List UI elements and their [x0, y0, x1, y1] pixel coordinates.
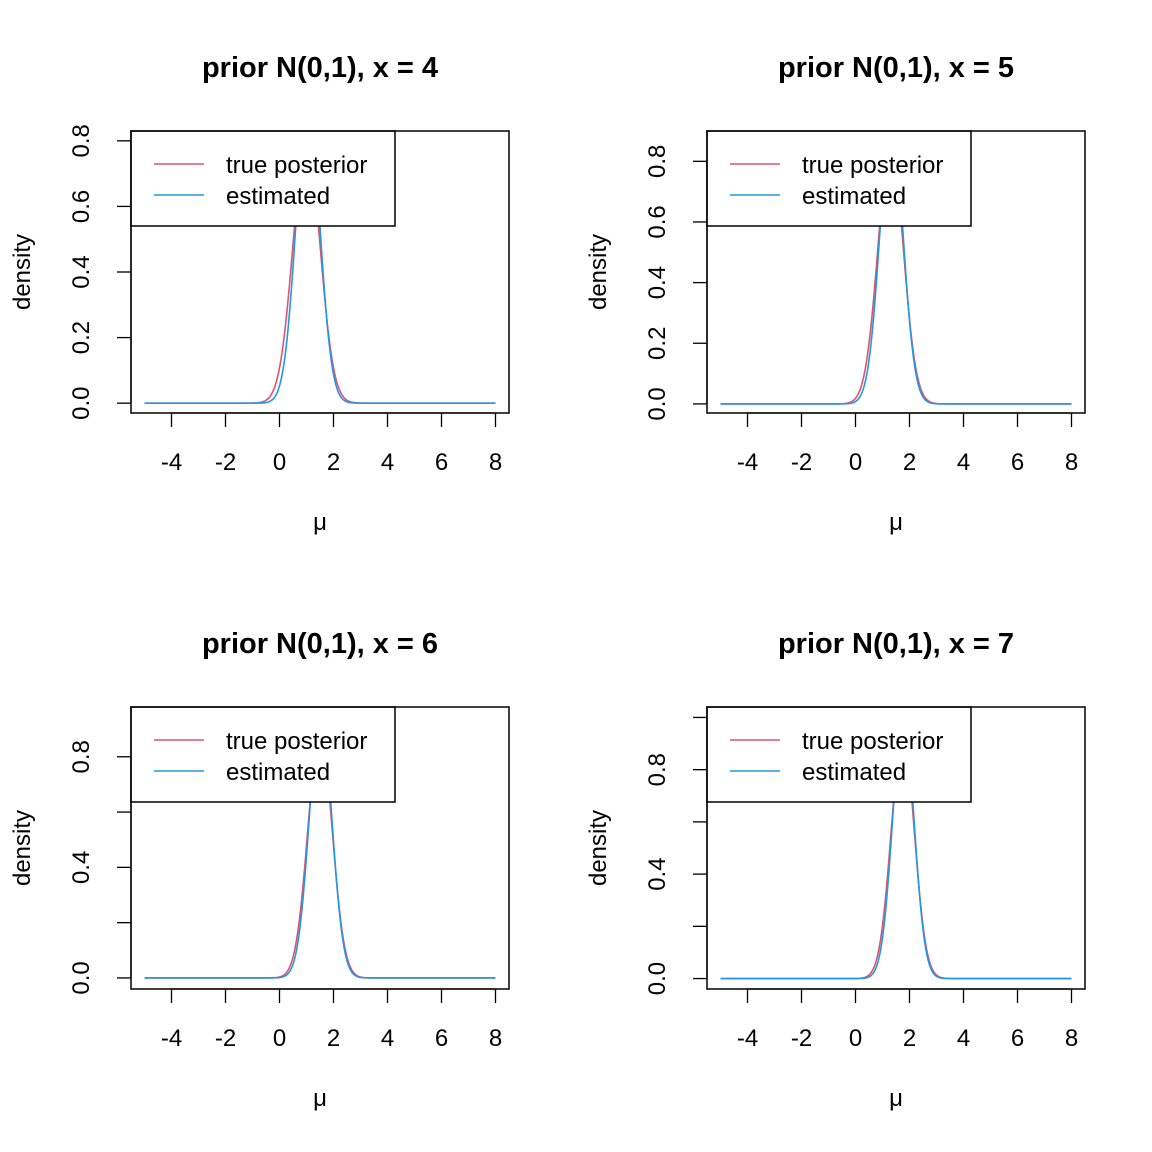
x-tick-label: 0: [849, 1025, 862, 1052]
x-tick-label: -2: [215, 449, 236, 476]
y-axis-label: density: [585, 810, 612, 886]
x-tick-label: -4: [161, 449, 182, 476]
legend-label: estimated: [226, 183, 330, 210]
chart-title: prior N(0,1), x = 4: [202, 52, 438, 84]
x-tick-label: 6: [435, 1025, 448, 1052]
x-tick-label: 2: [327, 1025, 340, 1052]
x-tick-label: -4: [737, 1025, 758, 1052]
plot-frame: [706, 706, 1086, 990]
y-tick-label: 0.0: [644, 962, 671, 995]
legend-label: true posterior: [226, 728, 367, 755]
y-tick-label: 0.4: [68, 851, 95, 884]
x-tick-label: -4: [737, 449, 758, 476]
legend-label: estimated: [802, 759, 906, 786]
x-tick-label: 2: [327, 449, 340, 476]
y-tick-label: 0.8: [644, 145, 671, 178]
x-tick-label: 6: [435, 449, 448, 476]
x-axis-label: μ: [313, 509, 327, 536]
y-tick-label: 0.0: [68, 961, 95, 994]
estimated-line: [144, 131, 496, 404]
x-tick-label: 2: [903, 1025, 916, 1052]
x-tick-label: 4: [381, 1025, 394, 1052]
y-tick-label: 0.4: [644, 857, 671, 890]
y-tick-label: 0.2: [68, 321, 95, 354]
plot-frame: [706, 130, 1086, 414]
legend-label: estimated: [226, 759, 330, 786]
x-tick-label: 6: [1011, 1025, 1024, 1052]
y-axis-label: density: [585, 234, 612, 310]
legend-label: true posterior: [802, 728, 943, 755]
x-tick-label: 4: [381, 449, 394, 476]
y-tick-label: 0.0: [644, 387, 671, 420]
x-tick-label: -2: [791, 449, 812, 476]
legend-box: [706, 130, 972, 227]
plot-frame: [130, 130, 510, 414]
y-axis-label: density: [9, 234, 36, 310]
x-tick-label: -4: [161, 1025, 182, 1052]
plot-frame: [130, 706, 510, 990]
y-tick-label: 0.6: [68, 190, 95, 223]
x-tick-label: 4: [957, 449, 970, 476]
legend-box: [130, 130, 396, 227]
x-tick-label: 0: [273, 449, 286, 476]
y-axis-label: density: [9, 810, 36, 886]
x-tick-label: 0: [849, 449, 862, 476]
x-tick-label: 8: [489, 449, 502, 476]
x-tick-label: 8: [489, 1025, 502, 1052]
legend-box: [130, 706, 396, 803]
x-axis-label: μ: [313, 1085, 327, 1112]
x-tick-label: 2: [903, 449, 916, 476]
x-tick-label: -2: [215, 1025, 236, 1052]
chart-title: prior N(0,1), x = 6: [202, 628, 438, 660]
y-tick-label: 0.8: [68, 124, 95, 157]
legend-label: estimated: [802, 183, 906, 210]
chart-title: prior N(0,1), x = 7: [778, 628, 1014, 660]
legend-label: true posterior: [802, 152, 943, 179]
y-tick-label: 0.0: [68, 386, 95, 419]
x-tick-label: 0: [273, 1025, 286, 1052]
x-tick-label: 4: [957, 1025, 970, 1052]
x-tick-label: 6: [1011, 449, 1024, 476]
x-axis-label: μ: [889, 509, 903, 536]
legend-label: true posterior: [226, 152, 367, 179]
y-tick-label: 0.8: [68, 740, 95, 773]
chart-title: prior N(0,1), x = 5: [778, 52, 1014, 84]
x-tick-label: 8: [1065, 1025, 1078, 1052]
x-tick-label: 8: [1065, 449, 1078, 476]
y-tick-label: 0.6: [644, 205, 671, 238]
y-tick-label: 0.8: [644, 753, 671, 786]
x-axis-label: μ: [889, 1085, 903, 1112]
y-tick-label: 0.2: [644, 327, 671, 360]
y-tick-label: 0.4: [644, 266, 671, 299]
x-tick-label: -2: [791, 1025, 812, 1052]
y-tick-label: 0.4: [68, 255, 95, 288]
